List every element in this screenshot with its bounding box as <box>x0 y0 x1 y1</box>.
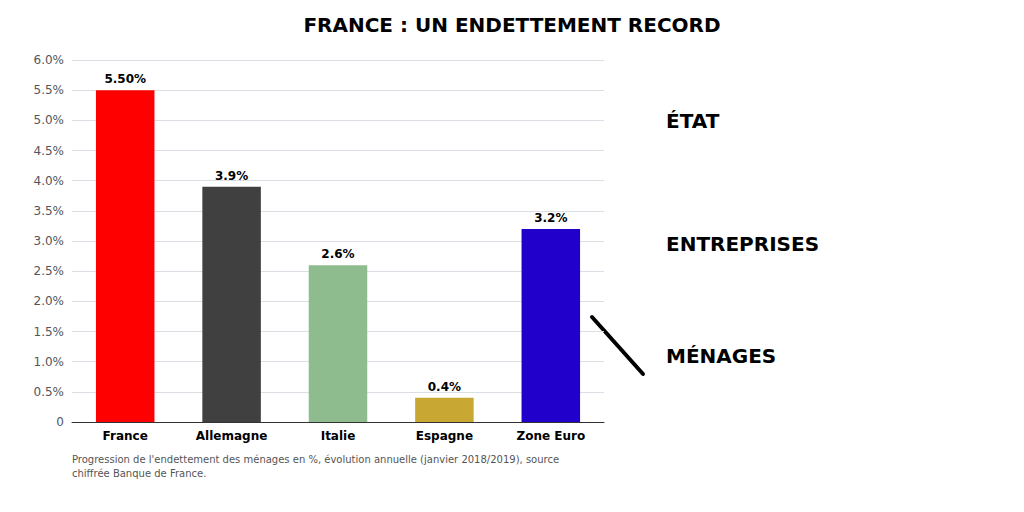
svg-text:0: 0 <box>56 415 64 429</box>
svg-text:2.0%: 2.0% <box>34 294 65 308</box>
svg-text:Allemagne: Allemagne <box>196 429 268 443</box>
svg-text:0.5%: 0.5% <box>34 385 65 399</box>
svg-text:Zone Euro: Zone Euro <box>516 429 585 443</box>
svg-text:ÉTAT: ÉTAT <box>666 109 720 133</box>
svg-text:1.5%: 1.5% <box>34 325 65 339</box>
svg-text:3.9%: 3.9% <box>215 169 248 183</box>
svg-text:Espagne: Espagne <box>416 429 473 443</box>
svg-text:FRANCE : UN ENDETTEMENT RECORD: FRANCE : UN ENDETTEMENT RECORD <box>303 13 720 37</box>
svg-text:5.5%: 5.5% <box>34 83 65 97</box>
svg-text:0.4%: 0.4% <box>428 380 461 394</box>
svg-text:ENTREPRISES: ENTREPRISES <box>666 232 819 256</box>
svg-text:3.0%: 3.0% <box>34 234 65 248</box>
svg-text:chiffrée Banque de France.: chiffrée Banque de France. <box>72 468 206 479</box>
svg-text:5.0%: 5.0% <box>34 113 65 127</box>
svg-text:MÉNAGES: MÉNAGES <box>666 344 776 368</box>
svg-text:3.2%: 3.2% <box>534 211 567 225</box>
svg-text:1.0%: 1.0% <box>34 355 65 369</box>
svg-text:4.0%: 4.0% <box>34 174 65 188</box>
svg-text:4.5%: 4.5% <box>34 144 65 158</box>
svg-text:6.0%: 6.0% <box>34 53 65 67</box>
svg-text:Progression de l'endettement d: Progression de l'endettement des ménages… <box>72 454 559 465</box>
svg-text:5.50%: 5.50% <box>104 72 146 86</box>
svg-text:Italie: Italie <box>321 429 356 443</box>
svg-text:2.5%: 2.5% <box>34 264 65 278</box>
svg-text:2.6%: 2.6% <box>321 247 354 261</box>
svg-text:France: France <box>103 429 148 443</box>
svg-text:3.5%: 3.5% <box>34 204 65 218</box>
